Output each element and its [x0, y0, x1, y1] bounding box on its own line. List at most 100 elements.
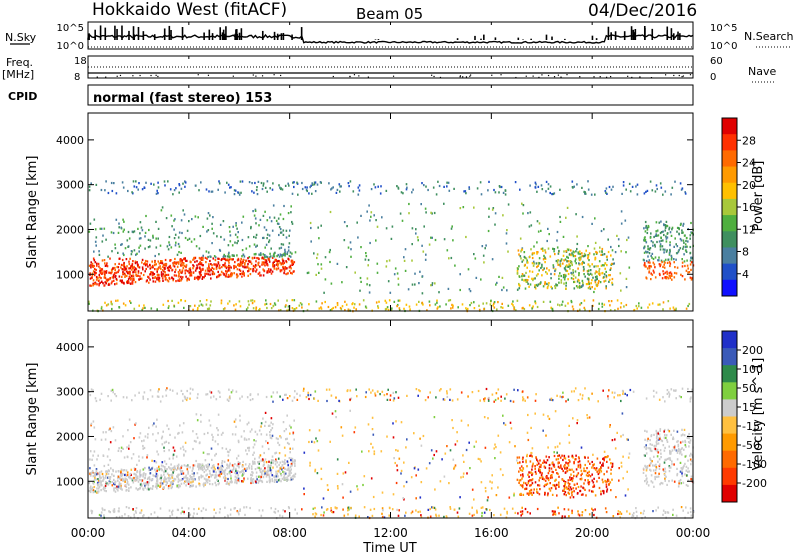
- data-cell: [189, 513, 192, 516]
- data-cell: [616, 299, 619, 302]
- data-cell: [167, 267, 170, 270]
- data-cell: [593, 484, 595, 487]
- data-cell: [470, 301, 473, 305]
- data-cell: [669, 262, 672, 265]
- data-cell: [168, 277, 171, 280]
- data-cell: [138, 391, 140, 394]
- data-cell: [265, 243, 268, 246]
- data-cell: [234, 481, 236, 484]
- data-cell: [566, 260, 568, 263]
- nave-dot: [593, 76, 595, 78]
- data-cell: [605, 274, 608, 277]
- data-cell: [355, 388, 357, 391]
- data-cell: [658, 472, 660, 475]
- data-cell: [625, 188, 627, 191]
- data-cell: [686, 264, 689, 267]
- data-cell: [199, 276, 201, 279]
- data-cell: [654, 276, 657, 279]
- data-cell: [166, 245, 169, 248]
- data-cell: [524, 507, 527, 511]
- data-cell: [496, 308, 498, 311]
- data-cell: [388, 299, 391, 302]
- data-cell: [239, 261, 242, 264]
- data-cell: [273, 475, 276, 479]
- data-cell: [177, 432, 179, 435]
- data-cell: [429, 304, 431, 307]
- data-cell: [528, 492, 530, 495]
- data-cell: [377, 306, 380, 309]
- data-cell: [286, 414, 288, 417]
- data-cell: [220, 299, 223, 302]
- data-cell: [432, 457, 434, 460]
- data-cell: [191, 476, 193, 479]
- data-cell: [170, 246, 173, 249]
- data-cell: [167, 269, 170, 272]
- data-cell: [149, 245, 151, 248]
- data-cell: [207, 269, 209, 272]
- data-cell: [569, 264, 571, 267]
- data-cell: [229, 469, 232, 472]
- data-cell: [228, 258, 230, 261]
- data-cell: [280, 246, 283, 249]
- data-cell: [125, 506, 128, 509]
- data-cell: [494, 191, 497, 194]
- data-cell: [572, 277, 575, 281]
- data-cell: [247, 257, 249, 260]
- data-cell: [567, 256, 569, 259]
- data-cell: [572, 274, 575, 277]
- data-cell: [664, 467, 666, 470]
- data-cell: [676, 252, 679, 255]
- data-cell: [95, 244, 97, 247]
- data-cell: [584, 275, 586, 278]
- data-cell: [224, 257, 226, 261]
- data-cell: [512, 304, 514, 307]
- data-cell: [684, 439, 686, 442]
- data-cell: [142, 268, 144, 271]
- data-cell: [262, 274, 265, 277]
- data-cell: [94, 397, 97, 400]
- data-cell: [259, 469, 261, 472]
- data-cell: [598, 471, 601, 474]
- data-cell: [530, 452, 533, 455]
- data-cell: [246, 467, 248, 471]
- data-cell: [566, 269, 569, 273]
- data-cell: [621, 412, 624, 415]
- data-cell: [142, 397, 145, 400]
- data-cell: [276, 260, 279, 263]
- data-cell: [421, 292, 424, 295]
- data-cell: [649, 264, 651, 268]
- data-cell: [620, 465, 623, 468]
- data-cell: [595, 265, 597, 268]
- data-cell: [446, 390, 448, 393]
- data-cell: [91, 486, 94, 489]
- data-cell: [643, 227, 645, 230]
- data-cell: [98, 513, 101, 517]
- data-cell: [95, 471, 98, 474]
- data-cell: [514, 445, 516, 448]
- data-cell: [518, 456, 521, 459]
- data-cell: [222, 264, 224, 267]
- data-cell: [311, 183, 314, 186]
- data-cell: [527, 438, 530, 442]
- data-cell: [425, 253, 427, 256]
- data-cell: [148, 228, 150, 232]
- data-cell: [200, 474, 202, 477]
- data-cell: [253, 191, 255, 194]
- data-cell: [563, 282, 565, 285]
- data-cell: [481, 511, 483, 515]
- data-cell: [117, 485, 120, 488]
- data-cell: [280, 472, 282, 476]
- data-cell: [369, 219, 371, 222]
- data-cell: [199, 271, 201, 274]
- data-cell: [100, 489, 102, 492]
- data-cell: [183, 510, 185, 513]
- nave-dot: [579, 76, 581, 78]
- data-cell: [273, 255, 276, 258]
- data-cell: [524, 482, 527, 485]
- data-cell: [292, 460, 294, 463]
- data-cell: [258, 271, 261, 274]
- data-cell: [558, 281, 560, 284]
- data-cell: [94, 473, 96, 476]
- data-cell: [284, 305, 287, 308]
- data-cell: [656, 442, 658, 446]
